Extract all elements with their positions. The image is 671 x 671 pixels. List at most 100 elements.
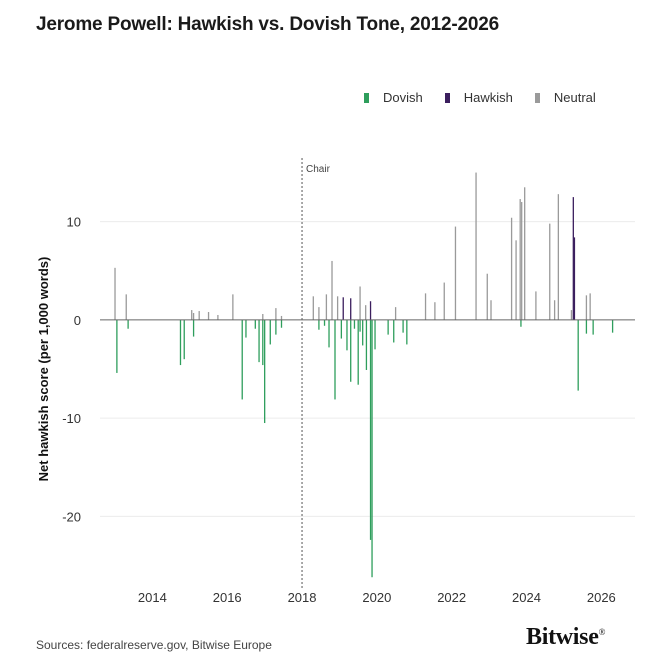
source-note: Sources: federalreserve.gov, Bitwise Eur… xyxy=(36,638,272,652)
legend-swatch-dovish xyxy=(364,92,369,103)
bar-neutral xyxy=(524,187,526,320)
bar-dovish xyxy=(264,319,266,424)
legend-label-neutral: Neutral xyxy=(553,90,596,105)
legend-label-hawkish: Hawkish xyxy=(463,90,513,105)
bar-dovish xyxy=(275,319,277,335)
x-tick-label: 2022 xyxy=(437,590,466,605)
bar-dovish xyxy=(359,319,361,332)
bar-dovish xyxy=(116,319,118,373)
bar-dovish xyxy=(254,319,256,329)
x-tick-label: 2018 xyxy=(288,590,317,605)
legend-item-dovish: Dovish xyxy=(364,90,423,105)
bar-neutral xyxy=(557,194,560,320)
bar-neutral xyxy=(336,296,339,320)
y-tick-label: 10 xyxy=(67,215,81,230)
bar-dovish xyxy=(127,319,129,329)
bar-neutral xyxy=(325,294,328,320)
brand-name: Bitwise xyxy=(526,624,599,650)
bar-hawkish xyxy=(573,237,576,320)
bar-dovish xyxy=(611,319,614,333)
bar-dovish xyxy=(179,319,182,366)
bar-dovish xyxy=(577,319,579,391)
bar-neutral xyxy=(549,223,551,320)
bar-dovish xyxy=(269,319,271,345)
chart-legend: Dovish Hawkish Neutral xyxy=(364,90,596,105)
bar-neutral xyxy=(331,260,333,320)
bar-neutral xyxy=(510,217,513,320)
bar-dovish xyxy=(346,319,348,351)
bar-neutral xyxy=(589,293,591,320)
bar-dovish xyxy=(318,319,320,330)
bar-dovish xyxy=(183,319,185,360)
bar-dovish xyxy=(406,319,408,345)
bar-neutral xyxy=(125,294,127,320)
bar-neutral xyxy=(191,310,193,320)
bar-dovish xyxy=(592,319,594,335)
bar-neutral xyxy=(114,267,116,320)
legend-item-neutral: Neutral xyxy=(534,90,596,105)
bar-neutral xyxy=(486,273,488,320)
bar-dovish xyxy=(280,319,283,328)
bar-dovish xyxy=(387,319,389,335)
bar-neutral xyxy=(192,313,195,320)
x-tick-label: 2014 xyxy=(138,590,167,605)
bar-dovish xyxy=(402,319,404,333)
bar-dovish xyxy=(520,319,522,327)
x-tick-label: 2016 xyxy=(213,590,242,605)
bar-dovish xyxy=(350,319,352,382)
legend-swatch-hawkish xyxy=(444,92,450,103)
bar-neutral xyxy=(424,293,427,320)
bar-dovish xyxy=(371,319,373,578)
bar-dovish xyxy=(365,319,368,370)
y-tick-label: 0 xyxy=(74,313,81,328)
bar-dovish xyxy=(241,319,243,400)
chart-title: Jerome Powell: Hawkish vs. Dovish Tone, … xyxy=(36,14,499,35)
bar-hawkish xyxy=(369,301,372,320)
bar-neutral xyxy=(232,294,234,320)
bar-dovish xyxy=(393,319,395,343)
bar-neutral xyxy=(521,202,523,320)
legend-label-dovish: Dovish xyxy=(383,90,423,105)
y-axis-label: Net hawkish score (per 1,000 words) xyxy=(36,257,51,482)
bar-neutral xyxy=(262,313,264,320)
bar-dovish xyxy=(340,319,343,339)
bar-neutral xyxy=(359,286,361,320)
bar-dovish xyxy=(245,319,247,338)
bar-dovish xyxy=(328,319,330,348)
bar-neutral xyxy=(318,307,320,320)
legend-item-hawkish: Hawkish xyxy=(444,90,513,105)
bar-hawkish xyxy=(572,197,574,320)
bar-hawkish xyxy=(350,298,352,320)
bar-dovish xyxy=(334,319,336,400)
y-tick-label: -10 xyxy=(62,411,81,426)
y-tick-label: -20 xyxy=(62,509,81,524)
bar-dovish xyxy=(262,319,264,366)
bar-dovish xyxy=(323,319,326,326)
x-tick-label: 2020 xyxy=(362,590,391,605)
bar-neutral xyxy=(490,300,492,320)
bar-neutral xyxy=(475,172,477,320)
legend-swatch-neutral xyxy=(534,92,540,103)
bar-dovish xyxy=(585,319,588,334)
brand-logo: Bitwise® xyxy=(526,624,605,651)
bar-dovish xyxy=(357,319,359,385)
bar-neutral xyxy=(535,291,537,320)
bar-neutral xyxy=(553,300,556,320)
bar-dovish xyxy=(353,319,356,329)
bar-hawkish xyxy=(342,297,344,320)
x-tick-label: 2024 xyxy=(512,590,541,605)
bar-dovish xyxy=(369,319,372,540)
bar-neutral xyxy=(217,314,219,320)
bar-dovish xyxy=(374,319,376,350)
bar-dovish xyxy=(258,319,260,363)
bar-neutral xyxy=(394,307,397,320)
brand-mark: ® xyxy=(598,627,606,637)
bar-neutral xyxy=(198,311,200,320)
bar-neutral xyxy=(454,226,457,320)
bar-neutral xyxy=(519,199,521,320)
chair-annotation-label: Chair xyxy=(306,164,331,175)
bar-neutral xyxy=(570,310,573,320)
x-tick-label: 2026 xyxy=(587,590,616,605)
bar-neutral xyxy=(312,296,314,320)
